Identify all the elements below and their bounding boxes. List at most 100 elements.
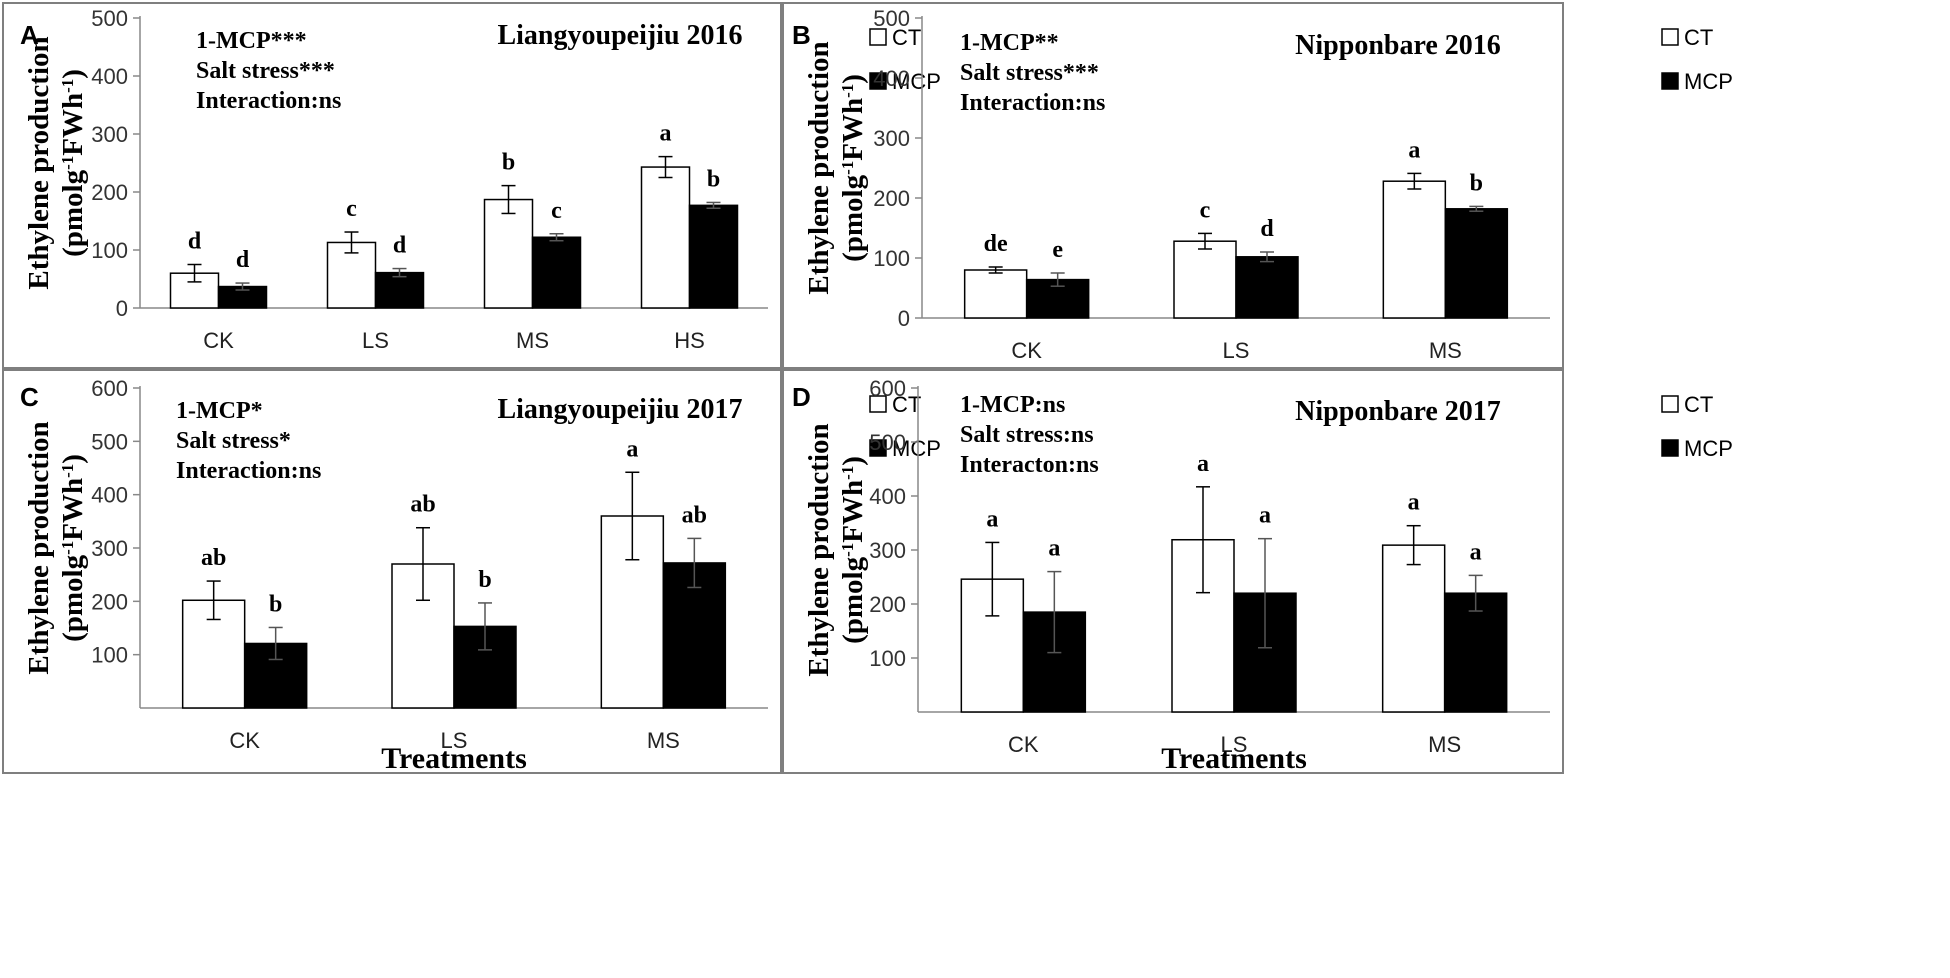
legend-swatch-ct [1661, 28, 1679, 46]
stats-line: 1-MCP** [960, 30, 1059, 56]
bar-ct [640, 166, 691, 309]
y-tick-label: 500 [91, 429, 128, 454]
y-axis-label-line1: Ethylene production [23, 36, 55, 289]
bar-ct [1382, 180, 1447, 319]
panel-letter: B [792, 20, 811, 50]
x-tick-label: LS [1221, 732, 1248, 757]
significance-letter: c [346, 196, 357, 222]
significance-letter: d [1260, 216, 1274, 242]
significance-letter: d [188, 229, 202, 255]
x-axis-label: Treatments [1161, 742, 1307, 775]
x-tick-label: MS [516, 328, 549, 353]
significance-letter: a [1197, 451, 1209, 477]
y-axis-label-unit-mid: FWh [57, 478, 89, 541]
legend-label-mcp: MCP [892, 436, 941, 461]
y-tick-label: 100 [869, 646, 906, 671]
bar-ct [1381, 544, 1446, 713]
y-tick-label: 300 [91, 122, 128, 147]
y-tick-label: 600 [869, 376, 906, 401]
significance-letter: b [707, 166, 720, 192]
y-axis-label-sup: -1 [838, 466, 857, 480]
significance-letter: b [478, 567, 491, 593]
y-tick-label: 500 [873, 6, 910, 31]
bar-mcp [1443, 592, 1508, 713]
y-axis-label-sup: -1 [58, 156, 77, 170]
significance-letter: de [984, 231, 1008, 257]
y-tick-label: 200 [91, 589, 128, 614]
y-tick-label: 300 [91, 536, 128, 561]
y-tick-label: 400 [91, 483, 128, 508]
y-axis-label-close: ) [57, 454, 89, 464]
y-axis-label-unit-mid: FWh [57, 93, 89, 156]
legend-label-ct: CT [892, 25, 921, 50]
y-axis-label-line1: Ethylene production [803, 423, 835, 676]
y-axis-label-unit: (pmolg [57, 169, 89, 257]
y-axis-label-close: ) [57, 69, 89, 79]
legend-swatch-ct [869, 395, 887, 413]
y-tick-label: 300 [869, 538, 906, 563]
y-axis-label-unit-mid: FWh [837, 480, 869, 543]
y-axis-label: Ethylene production(pmolg-1FWh-1) [23, 421, 89, 674]
significance-letter: c [551, 198, 562, 224]
x-tick-label: LS [362, 328, 389, 353]
significance-letter: b [1470, 170, 1483, 196]
y-tick-label: 100 [873, 246, 910, 271]
significance-letter: a [1259, 503, 1271, 529]
x-tick-label: CK [229, 728, 260, 753]
y-tick-label: 200 [873, 186, 910, 211]
significance-letter: b [269, 591, 282, 617]
stats-line: 1-MCP:ns [960, 392, 1065, 418]
legend-swatch-mcp [869, 439, 887, 457]
significance-letter: ab [682, 502, 707, 528]
bar-ct [1173, 240, 1237, 319]
legend-label-ct: CT [1684, 392, 1713, 417]
significance-letter: a [660, 121, 672, 147]
significance-letter: a [1408, 490, 1420, 516]
x-axis-label: Treatments [381, 742, 527, 775]
legend-label-mcp: MCP [1684, 436, 1733, 461]
stats-line: Salt stress:ns [960, 422, 1094, 448]
significance-letter: a [1408, 137, 1420, 163]
x-tick-label: MS [647, 728, 680, 753]
stats-line: 1-MCP* [176, 398, 263, 424]
x-tick-label: CK [1011, 338, 1042, 363]
y-tick-label: 600 [91, 376, 128, 401]
bar-mcp [688, 204, 739, 309]
y-axis-label-unit: (pmolg [837, 174, 869, 262]
y-tick-label: 500 [869, 430, 906, 455]
legend-label-ct: CT [1684, 25, 1713, 50]
significance-letter: ab [410, 492, 435, 518]
y-axis-label-unit-mid: FWh [837, 98, 869, 161]
significance-letter: a [1470, 539, 1482, 565]
stats-line: Salt stress*** [196, 58, 335, 84]
y-tick-label: 400 [873, 66, 910, 91]
y-axis-label-close: ) [837, 74, 869, 84]
bar-ct [963, 269, 1028, 319]
y-axis-label-sup: -1 [58, 464, 77, 478]
y-tick-label: 100 [91, 643, 128, 668]
y-tick-label: 500 [91, 6, 128, 31]
significance-letter: ab [201, 545, 226, 571]
y-tick-label: 200 [869, 592, 906, 617]
y-axis-label-sup: -1 [838, 543, 857, 557]
bar-mcp [1235, 256, 1299, 319]
y-axis-label: Ethylene production(pmolg-1FWh-1) [803, 41, 869, 294]
x-tick-label: MS [1428, 732, 1461, 757]
legend-label-mcp: MCP [1684, 69, 1733, 94]
y-axis-label-line1: Ethylene production [803, 41, 835, 294]
significance-letter: d [393, 233, 407, 259]
stats-line: Salt stress*** [960, 60, 1099, 86]
bar-mcp [531, 236, 582, 309]
bar-ct [483, 198, 534, 309]
significance-letter: e [1052, 237, 1063, 263]
stats-line: Interaction:ns [176, 458, 321, 484]
x-tick-label: MS [1429, 338, 1462, 363]
stats-line: Interacton:ns [960, 452, 1099, 478]
panel-border [782, 369, 1564, 774]
